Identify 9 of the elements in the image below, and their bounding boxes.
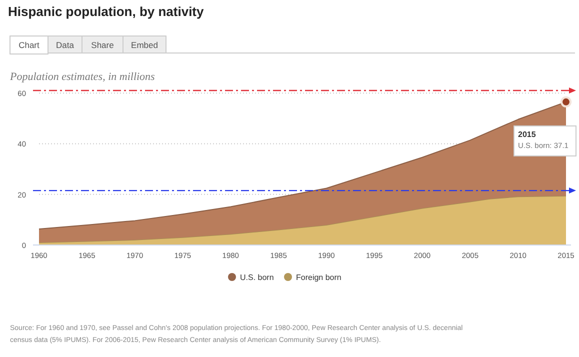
chart-title: Hispanic population, by nativity bbox=[8, 4, 205, 19]
text: Chart bbox=[18, 40, 40, 50]
legend-label: Foreign born bbox=[296, 273, 342, 282]
text: Embed bbox=[131, 40, 158, 50]
text: Data bbox=[56, 40, 74, 50]
y-axis-title: Population estimates, in millions bbox=[9, 71, 155, 83]
annotation: 2015 bbox=[518, 130, 536, 139]
text: Share bbox=[91, 40, 114, 50]
legend-label: U.S. born bbox=[240, 273, 274, 282]
